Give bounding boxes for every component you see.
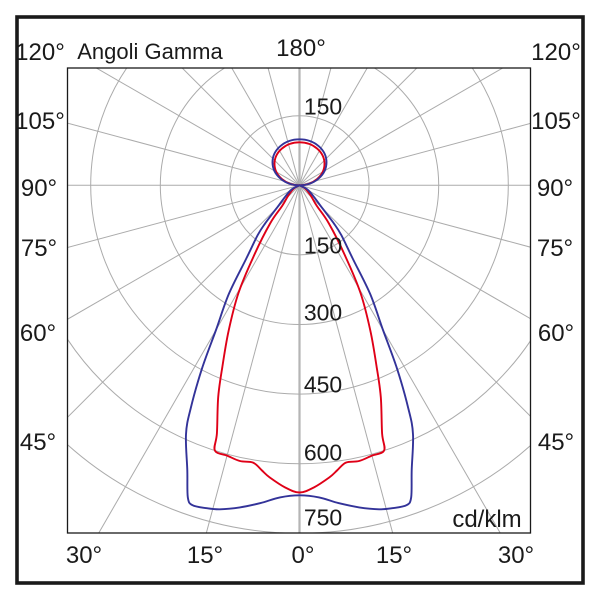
radial-ring-150 — [229, 115, 370, 256]
gamma-spoke-315 — [67, 184, 300, 419]
gamma-label-right-105: 105° — [531, 108, 581, 135]
ring-label-150: 150 — [303, 232, 343, 259]
gamma-label-bottom-0: 0° — [291, 542, 315, 569]
gamma-spoke-255 — [67, 122, 300, 186]
gamma-spoke-195 — [267, 68, 300, 186]
gamma-spoke-75 — [299, 184, 531, 248]
radial-ring-600 — [67, 338, 531, 465]
gamma-spoke-120 — [299, 68, 504, 186]
blue-curve-back-lobe — [271, 138, 328, 187]
blue-curve-main-lobe — [184, 184, 415, 511]
gamma-label-left-45: 45° — [19, 429, 57, 456]
gamma-spoke-150 — [299, 68, 368, 186]
gamma-label-bottom-30R: 30° — [497, 542, 535, 569]
gamma-label-bottom-15L: 15° — [186, 542, 224, 569]
gamma-spoke-45 — [299, 184, 531, 418]
gamma-spoke-345 — [205, 185, 300, 533]
gamma-spoke-285 — [67, 184, 300, 248]
unit-label: cd/klm — [452, 506, 522, 533]
gamma-spoke-210 — [231, 68, 300, 186]
gamma-spoke-165 — [299, 68, 332, 186]
ring-label-300: 300 — [303, 299, 343, 326]
ring-label-750: 750 — [303, 504, 343, 531]
gamma-spoke-225 — [181, 68, 300, 186]
gamma-label-right-90: 90° — [536, 175, 574, 202]
ring-label-450: 450 — [303, 371, 343, 398]
gamma-spoke-60 — [299, 184, 531, 320]
radial-ring-300 — [159, 68, 440, 325]
gamma-label-top-180: 180° — [276, 35, 326, 62]
gamma-spoke-300 — [67, 184, 300, 320]
gamma-label-left-90: 90° — [20, 175, 58, 202]
gamma-label-left-120: 120° — [15, 39, 65, 66]
radial-ring-450 — [90, 68, 509, 395]
intensity-curves — [184, 138, 415, 511]
gamma-label-right-45: 45° — [537, 429, 575, 456]
gamma-spoke-105 — [299, 122, 531, 186]
gamma-label-right-120: 120° — [531, 39, 581, 66]
gamma-label-left-75: 75° — [20, 235, 58, 262]
gamma-spoke-30 — [299, 185, 501, 533]
gamma-spoke-240 — [95, 68, 300, 186]
gamma-label-right-75: 75° — [536, 235, 574, 262]
gamma-label-left-105: 105° — [15, 108, 65, 135]
ring-label-600: 600 — [303, 439, 343, 466]
gamma-label-right-60: 60° — [537, 320, 575, 347]
outer-frame — [15, 15, 585, 585]
gamma-label-bottom-30L: 30° — [65, 542, 103, 569]
plot-border — [66, 67, 532, 534]
gamma-label-left-60: 60° — [19, 320, 57, 347]
gamma-label-bottom-15R: 15° — [375, 542, 413, 569]
gamma-spoke-330 — [98, 185, 300, 533]
red-curve-main-lobe — [213, 184, 386, 494]
chart-title: Angoli Gamma — [77, 39, 223, 64]
ring-label-150-top: 150 — [303, 93, 343, 120]
gamma-spoke-15 — [299, 185, 394, 533]
gamma-spoke-135 — [299, 68, 418, 186]
